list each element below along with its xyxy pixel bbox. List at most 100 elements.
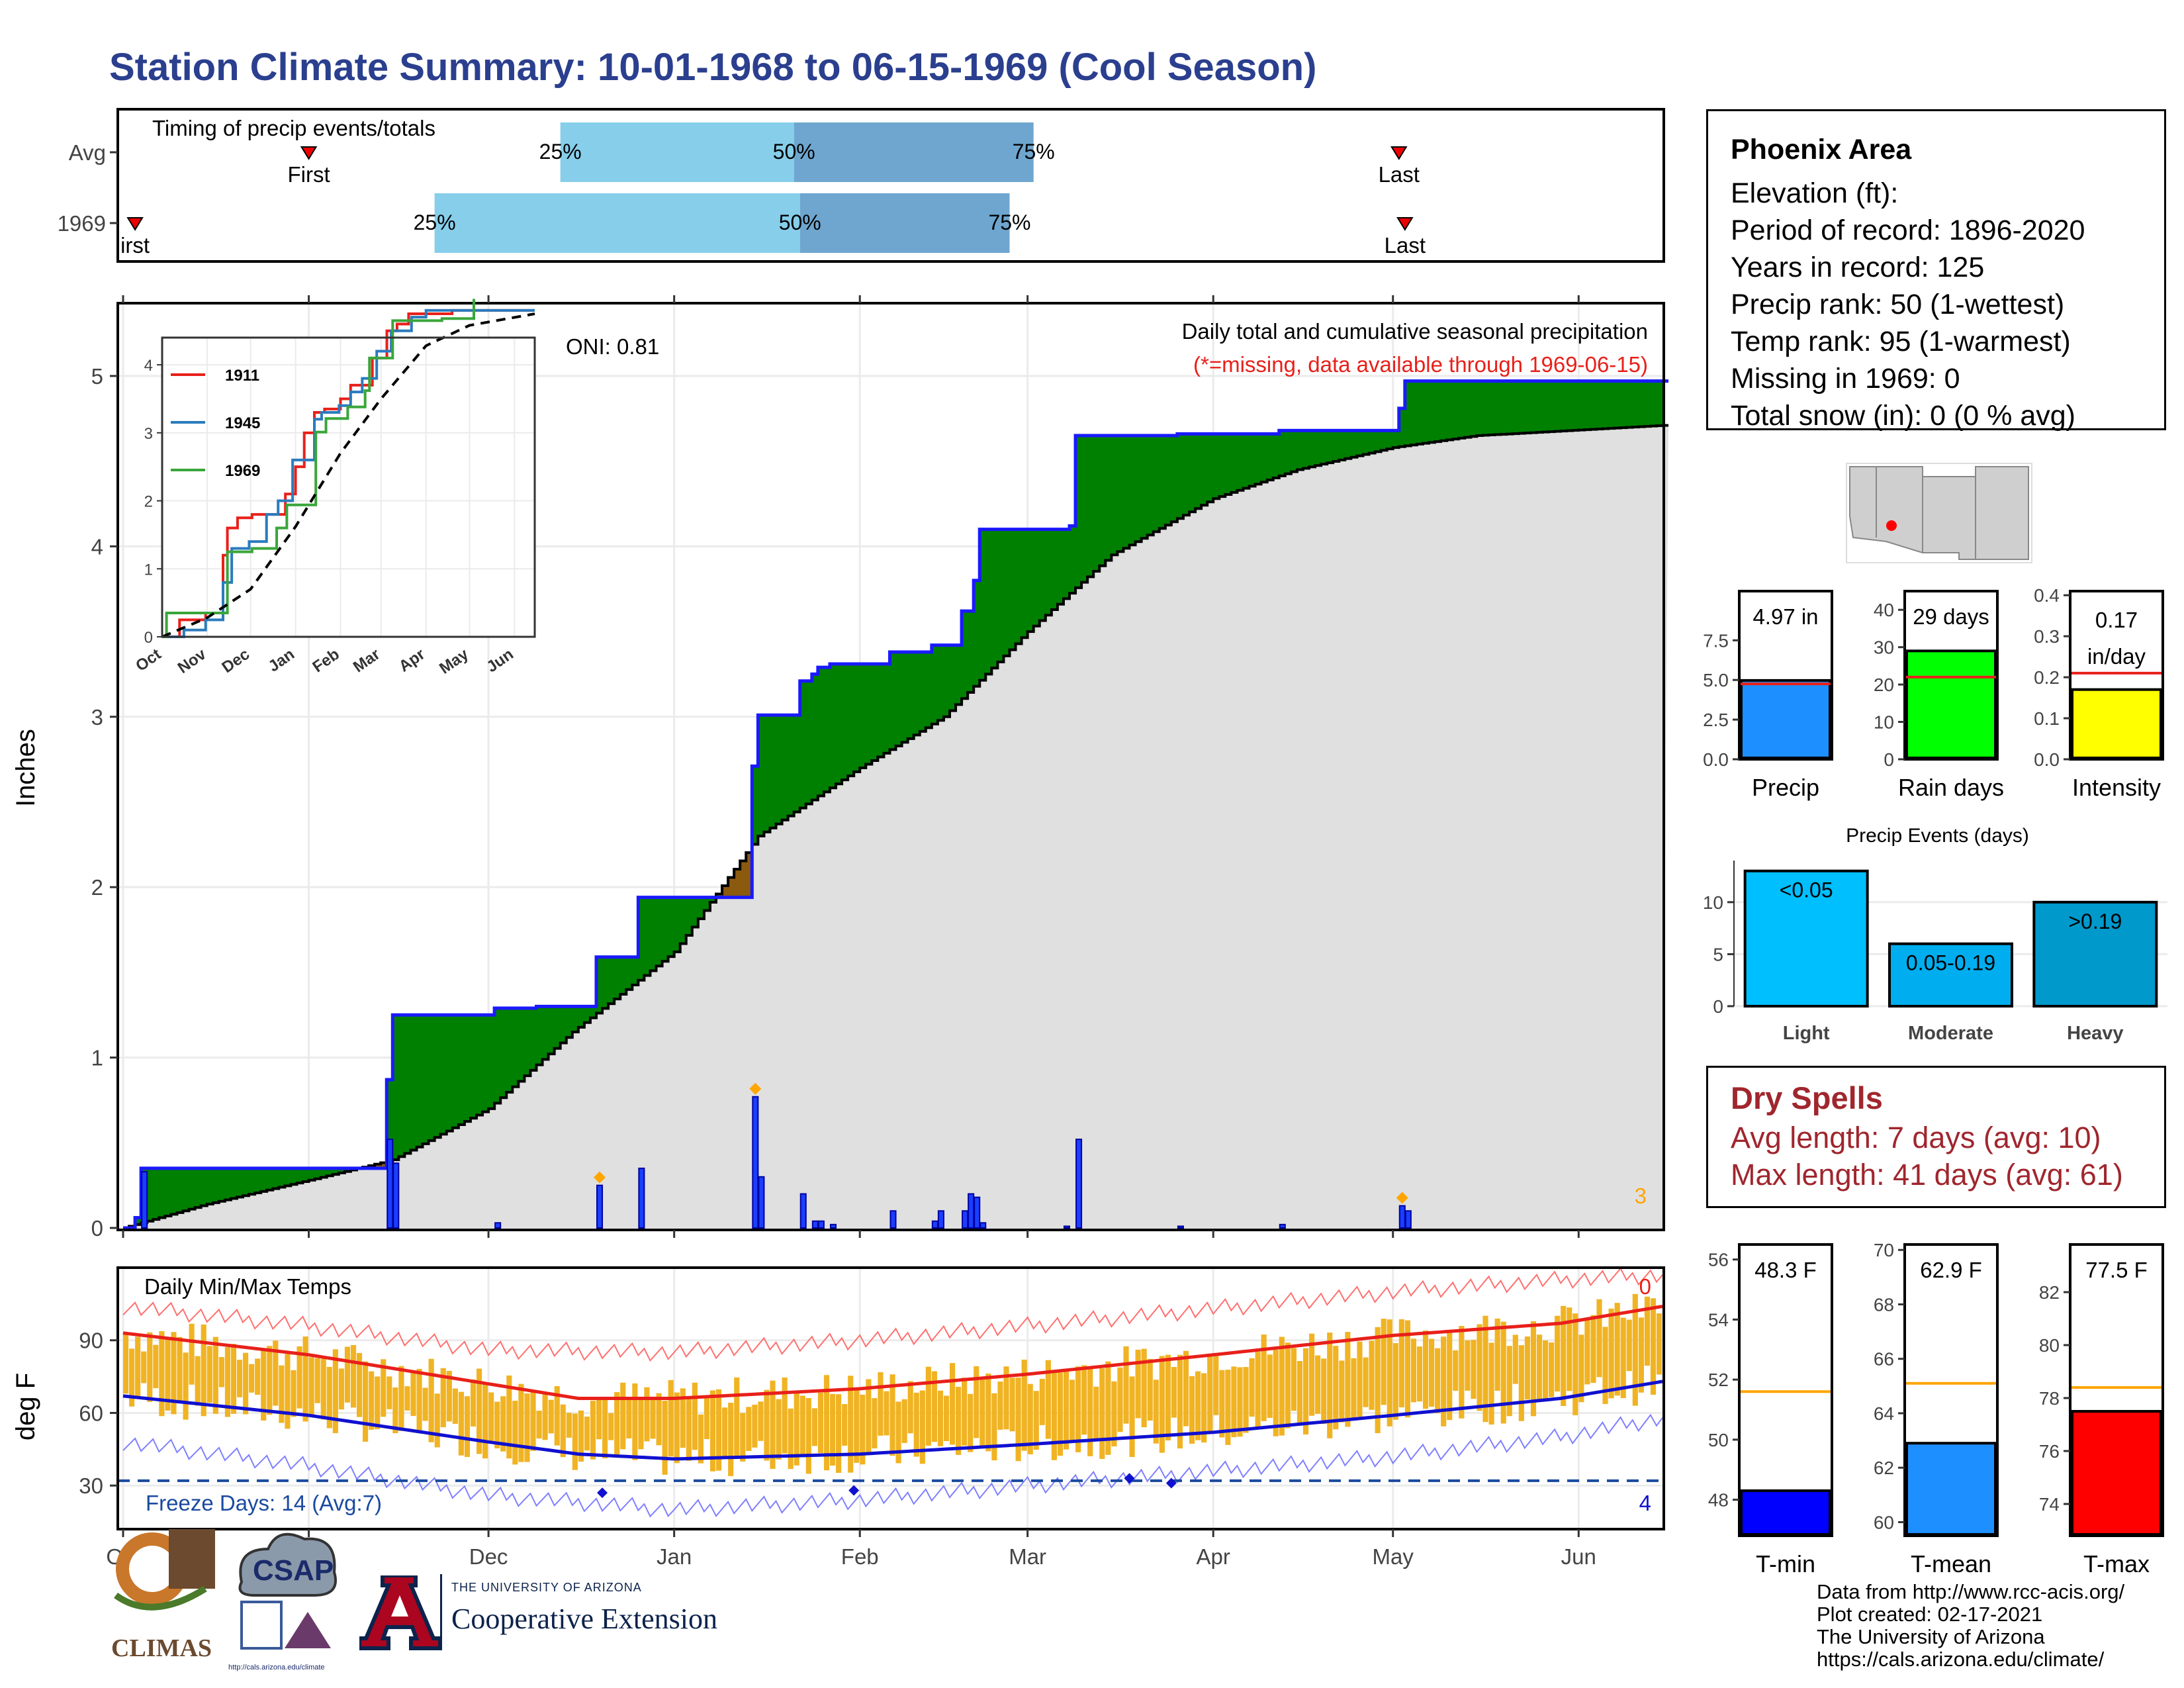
logo-strip: CLIMAS CSAP http://cals.arizona.edu/clim… (106, 1516, 768, 1681)
above-average-fill (1069, 526, 1076, 594)
above-average-fill (1302, 430, 1310, 469)
daily-temp-bar (943, 1395, 950, 1442)
above-average-fill (548, 1006, 555, 1055)
above-average-fill (267, 1168, 273, 1190)
above-average-fill (709, 897, 717, 902)
daily-temp-bar (1459, 1326, 1465, 1419)
below-average-fill (740, 861, 747, 898)
daily-temp-bar (1255, 1352, 1261, 1428)
daily-temp-bar (1261, 1335, 1267, 1421)
ua-block-a-logo (359, 1575, 442, 1650)
daily-precip-bar (968, 1193, 975, 1229)
above-average-fill (823, 667, 831, 792)
daily-temp-bar (1069, 1380, 1075, 1441)
above-average-fill (770, 715, 777, 828)
above-average-fill (1315, 430, 1322, 466)
daily-temp-bar (1650, 1298, 1657, 1395)
above-average-fill (153, 1168, 159, 1220)
daily-temp-bar (1435, 1348, 1441, 1413)
daily-temp-bar (799, 1395, 805, 1456)
above-average-fill (1273, 434, 1280, 479)
daily-precip-bar (392, 1162, 400, 1229)
daily-temp-bar (620, 1382, 626, 1450)
above-average-fill (1549, 381, 1555, 432)
above-average-fill (907, 651, 915, 739)
above-average-fill (446, 1015, 453, 1131)
daily-temp-bar (1243, 1367, 1249, 1433)
above-average-fill (554, 1006, 561, 1049)
inset-ytick-label: 2 (144, 493, 153, 511)
above-average-fill (1207, 434, 1214, 502)
daily-temp-bar (1027, 1383, 1033, 1454)
above-average-fill (1123, 436, 1130, 549)
daily-temp-bar (129, 1348, 135, 1407)
daily-temp-bar (866, 1379, 872, 1454)
timing-pct-label: 25% (539, 140, 582, 164)
above-average-fill (201, 1168, 208, 1206)
daily-temp-bar (1021, 1359, 1027, 1451)
above-average-fill (308, 1168, 316, 1180)
daily-temp-bar (1039, 1379, 1045, 1425)
inset-series-1969 (162, 299, 475, 638)
above-average-fill (326, 1168, 334, 1176)
temp-xtick-label: Mar (1009, 1544, 1046, 1569)
timing-first-marker (300, 146, 318, 160)
above-average-fill (608, 957, 615, 1004)
daily-temp-bar (572, 1413, 578, 1470)
above-average-fill (476, 1015, 483, 1115)
above-average-fill (620, 957, 627, 995)
daily-temp-bar (1309, 1333, 1315, 1416)
above-average-fill (794, 715, 801, 812)
daily-temp-bar (500, 1396, 506, 1452)
daily-temp-bar (1105, 1361, 1111, 1455)
daily-temp-bar (363, 1361, 369, 1442)
above-average-fill (566, 1006, 573, 1038)
summary_intensity-ytick-label: 0.0 (2034, 749, 2060, 770)
above-average-fill (1596, 381, 1604, 430)
station-elevation: Elevation (ft): (1731, 177, 1899, 209)
temp-xtick-label: Feb (841, 1544, 879, 1569)
above-average-fill (638, 897, 645, 980)
above-average-fill (1459, 381, 1465, 438)
daily-temp-bar (195, 1356, 201, 1406)
daily-temp-bar (1225, 1370, 1231, 1445)
daily-temp-bar (901, 1399, 907, 1443)
timing-last-label: Last (1385, 233, 1426, 258)
daily-temp-bar (422, 1387, 428, 1421)
timing-last-marker (1390, 146, 1408, 160)
summary_raindays-bar (1905, 649, 1997, 759)
csap-logo (238, 1532, 337, 1650)
daily-temp-bar (381, 1359, 387, 1417)
main-ytick-label: 4 (91, 534, 103, 559)
station-location-marker (1886, 520, 1897, 531)
summary_tmean-ytick-label: 70 (1874, 1240, 1894, 1260)
daily-temp-bar (709, 1390, 716, 1472)
above-average-fill (829, 663, 837, 788)
daily-temp-bar (428, 1358, 434, 1442)
credits: Data from http://www.rcc-acis.org/ Plot … (1817, 1581, 2124, 1671)
daily-temp-bar (632, 1383, 638, 1460)
daily-temp-bar (206, 1346, 212, 1403)
daily-temp-bar (1620, 1317, 1626, 1399)
timing-first-marker (126, 217, 144, 231)
above-average-fill (195, 1168, 202, 1208)
credit-plot-created: Plot created: 02-17-2021 (1817, 1603, 2043, 1626)
above-average-fill (1441, 381, 1447, 441)
above-average-fill (1387, 430, 1394, 449)
above-average-fill (285, 1168, 292, 1186)
daily-temp-bar (680, 1388, 686, 1448)
daily-temp-bar (446, 1370, 452, 1422)
station-info-box: Phoenix Area Elevation (ft): Period of r… (1706, 109, 2166, 432)
above-average-fill (1392, 430, 1400, 448)
summary_intensity-ytick-label: 0.3 (2034, 626, 2060, 647)
above-average-fill (1578, 381, 1585, 430)
daily-temp-bar (1567, 1307, 1572, 1391)
event-bar-light (1743, 869, 1869, 1008)
above-average-fill (578, 1006, 585, 1027)
summary_intensity-ytick-label: 0.1 (2034, 708, 2060, 729)
daily-temp-bar (752, 1404, 758, 1448)
inset-series-1945 (162, 308, 535, 638)
daily-temp-bar (1578, 1335, 1584, 1403)
dry-spells-box: Dry Spells Avg length: 7 days (avg: 10) … (1706, 1066, 2166, 1208)
